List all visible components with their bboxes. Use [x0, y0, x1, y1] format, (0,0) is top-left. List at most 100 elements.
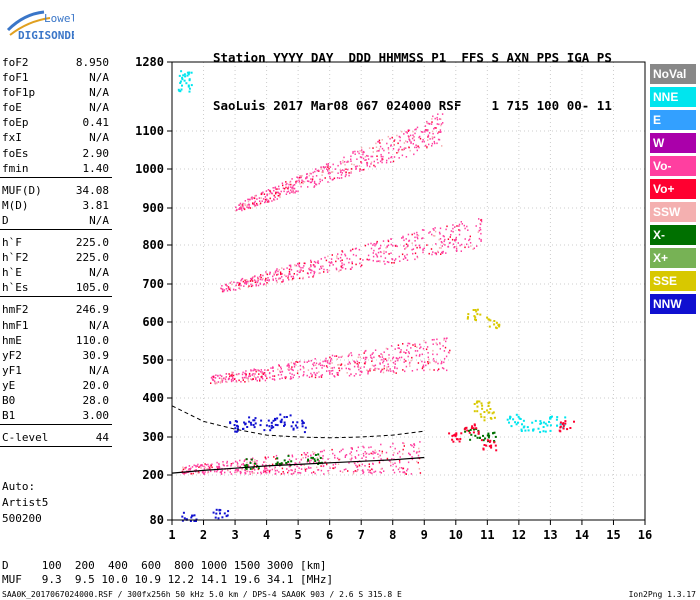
echo-point — [226, 462, 228, 464]
echo-point — [391, 262, 393, 264]
param-name: yF1 — [2, 363, 22, 377]
echo-point — [426, 147, 428, 149]
echo-point — [242, 371, 244, 374]
echo-point — [217, 374, 219, 377]
echo-point — [235, 284, 237, 287]
echo-point — [273, 378, 275, 380]
echo-point — [437, 251, 439, 254]
echo-point — [520, 430, 523, 432]
echo-point — [428, 358, 430, 361]
echo-point — [345, 454, 348, 456]
echo-point — [221, 375, 223, 377]
echo-point — [481, 407, 484, 410]
echo-point — [390, 238, 392, 240]
echo-point — [320, 258, 322, 260]
echo-point — [399, 471, 401, 473]
echo-point — [336, 457, 339, 460]
echo-point — [283, 190, 285, 193]
echo-point — [311, 180, 314, 182]
echo-point — [391, 258, 394, 261]
x-tick-label: 12 — [512, 528, 526, 542]
echo-point — [390, 243, 392, 246]
echo-point — [344, 253, 346, 256]
echo-point — [310, 261, 312, 263]
echo-point — [256, 460, 258, 462]
echo-point — [242, 205, 244, 207]
echo-point — [221, 285, 223, 287]
echo-point — [269, 271, 271, 274]
echo-point — [381, 159, 383, 161]
echo-point — [218, 377, 221, 379]
x-tick-label: 16 — [638, 528, 652, 542]
echo-point — [353, 462, 356, 465]
echo-point — [226, 290, 229, 292]
echo-point — [279, 193, 281, 195]
echo-point — [329, 371, 331, 374]
echo-point — [355, 167, 357, 170]
echo-point — [199, 465, 201, 468]
echo-point — [245, 377, 247, 379]
echo-point — [232, 462, 234, 464]
echo-point — [266, 471, 268, 474]
echo-point — [415, 144, 417, 146]
echo-point — [416, 234, 418, 236]
echo-point — [276, 424, 279, 427]
echo-point — [327, 255, 329, 258]
echo-point — [262, 277, 264, 280]
echo-point — [283, 472, 285, 475]
echo-point — [473, 424, 476, 427]
echo-point — [359, 370, 362, 373]
echo-point — [292, 184, 294, 187]
echo-point — [278, 471, 280, 473]
echo-point — [241, 204, 244, 206]
echo-point — [256, 464, 259, 467]
echo-point — [431, 137, 434, 140]
echo-point — [372, 147, 374, 149]
echo-point — [312, 171, 314, 174]
echo-point — [368, 147, 371, 149]
echo-point — [236, 469, 239, 471]
echo-point — [399, 136, 401, 139]
echo-point — [245, 463, 248, 466]
echo-point — [273, 272, 275, 275]
echo-point — [261, 372, 263, 374]
param-row: M(D) 3.81 — [0, 198, 112, 213]
echo-point — [418, 355, 421, 357]
echo-point — [338, 458, 340, 461]
header-line-2: SaoLuis 2017 Mar08 067 024000 RSF 1 715 … — [213, 98, 612, 113]
echo-point — [273, 375, 276, 377]
echo-point — [220, 470, 222, 473]
echo-point — [438, 247, 441, 249]
echo-point — [376, 254, 378, 257]
echo-point — [385, 161, 388, 164]
echo-point — [407, 468, 409, 470]
echo-point — [398, 135, 400, 138]
echo-point — [452, 227, 454, 230]
echo-point — [181, 84, 183, 87]
echo-point — [382, 158, 384, 161]
echo-point — [298, 271, 300, 274]
echo-point — [322, 360, 324, 363]
echo-point — [363, 446, 365, 449]
echo-point — [488, 445, 491, 448]
echo-point — [271, 463, 274, 466]
echo-point — [403, 148, 405, 151]
echo-point — [306, 361, 308, 363]
echo-point — [255, 370, 257, 373]
echo-point — [349, 362, 351, 365]
echo-point — [372, 352, 374, 354]
echo-point — [358, 353, 360, 356]
echo-point — [386, 142, 388, 145]
echo-point — [340, 177, 343, 179]
echo-point — [255, 281, 258, 284]
echo-point — [300, 175, 302, 177]
echo-point — [274, 423, 277, 426]
echo-point — [182, 74, 185, 77]
echo-point — [368, 471, 370, 474]
echo-point — [324, 166, 327, 168]
echo-point — [347, 160, 349, 163]
echo-point — [423, 369, 425, 372]
echo-point — [549, 417, 552, 420]
x-axis-ticks: 1 2 3 4 5 6 7 8 9 10 11 12 13 14 15 16 — [168, 520, 652, 542]
echo-point — [435, 252, 437, 255]
